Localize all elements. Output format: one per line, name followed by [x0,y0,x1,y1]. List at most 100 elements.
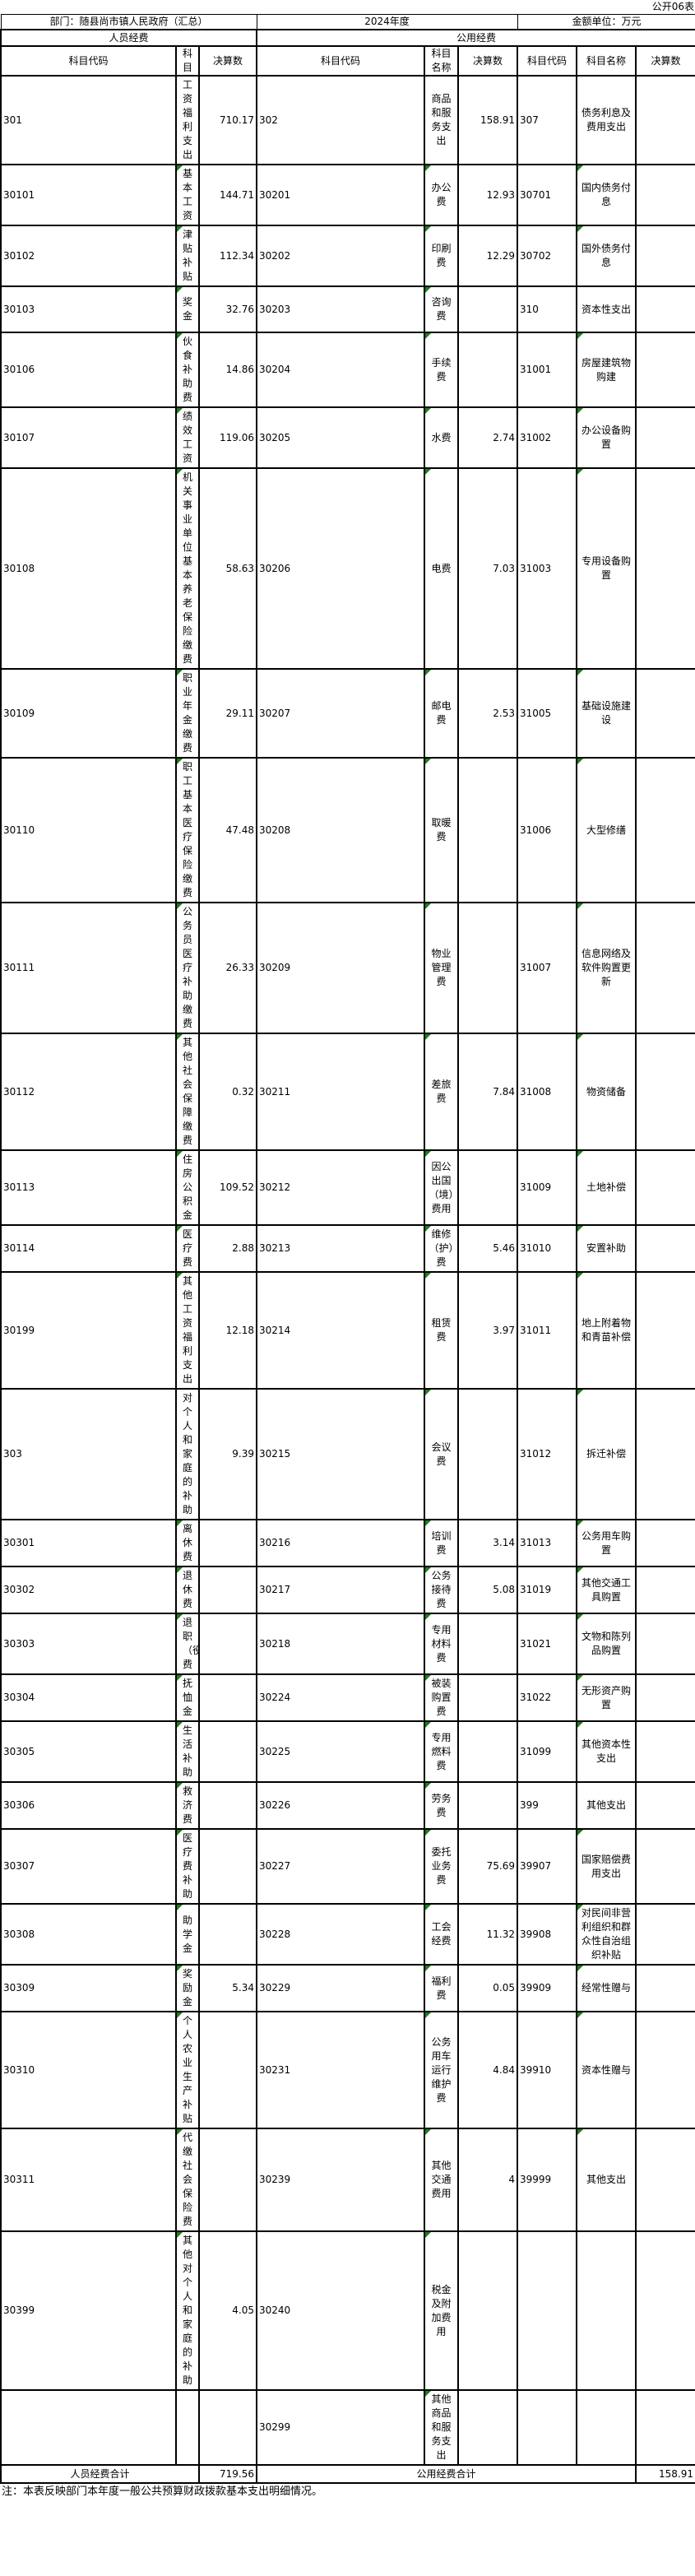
error-flag-icon [426,2392,431,2397]
subject-code-other: 31010 [517,1224,577,1273]
amount-personnel: 0.32 [198,1033,257,1151]
error-flag-icon [578,1831,583,1836]
amount-other [634,1720,695,1783]
subject-name-public: 维修（护）费 [424,1224,459,1273]
subject-code-personnel: 30111 [0,902,177,1034]
subject-code-public: 30240 [256,2230,425,2391]
error-flag-icon [578,470,583,475]
subject-name-personnel: 住房公积金 [175,1149,200,1226]
amount-other [634,332,695,408]
subject-code-personnel: 30108 [0,467,177,670]
personnel-total-label: 人员经费合计 [0,2464,200,2484]
amount-other [634,668,695,759]
error-flag-icon [426,1568,431,1573]
subject-name-public: 商品和服务支出 [424,75,459,165]
subject-name-public: 取暖费 [424,757,459,903]
amount-personnel [198,1519,257,1567]
table-row: 30106 伙食补助费 14.86 30204 手续费 31001 房屋建筑物购建 [0,332,695,408]
subject-code-other: 39908 [517,1903,577,1966]
subject-name-other: 文物和陈列品购置 [576,1613,637,1675]
footnote: 注：本表反映部门本年度一般公共预算财政拨款基本支出明细情况。 [2,2485,323,2498]
error-flag-icon [178,1227,183,1232]
error-flag-icon [426,1521,431,1526]
table-row: 30302 退休费 30217 公务接待费 5.08 31019 其他交通工具购置 [0,1566,695,1614]
subject-code-other: 307 [517,75,577,165]
error-flag-icon [578,227,583,232]
error-flag-icon [578,1568,583,1573]
amount-other [634,1828,695,1905]
amount-public: 11.32 [457,1903,518,1966]
amount-personnel: 5.34 [198,1964,257,2012]
amount-other [634,2128,695,2232]
subject-code-public: 30226 [256,1781,425,1830]
error-flag-icon [426,2233,431,2238]
amount-personnel [198,1903,257,1966]
subject-code-public: 30299 [256,2389,425,2466]
amount-public [457,1781,518,1830]
error-flag-icon [178,1831,183,1836]
error-flag-icon [426,409,431,414]
error-flag-icon [426,904,431,909]
budget-table: 公开06表 部门：随县尚市镇人民政府（汇总） 2024年度 金额单位：万元 人员… [0,0,695,2484]
subject-code-public: 30239 [256,2128,425,2232]
meta-row: 部门：随县尚市镇人民政府（汇总） 2024年度 金额单位：万元 [0,14,695,30]
subject-code-other: 31099 [517,1720,577,1783]
subject-code-other: 31007 [517,902,577,1034]
amount-public: 12.29 [457,225,518,287]
subject-name-public: 劳务费 [424,1781,459,1830]
subject-name-public: 其他商品和服务支出 [424,2389,459,2466]
subject-code-public: 30213 [256,1224,425,1273]
error-flag-icon [578,1390,583,1395]
subject-code-personnel: 30103 [0,285,177,333]
table-row: 30103 奖金 32.76 30203 咨询费 310 资本性支出 [0,285,695,333]
subject-name-public: 因公出国（境）费用 [424,1149,459,1226]
subject-code-public: 30228 [256,1903,425,1966]
amount-public [457,1673,518,1722]
amount-public [457,285,518,333]
subject-name-personnel: 退职（役）费 [175,1613,200,1675]
amount-other [634,1781,695,1830]
subject-name-other: 其他支出 [576,1781,637,1830]
subject-name-public: 福利费 [424,1964,459,2012]
amount-public [457,757,518,903]
error-flag-icon [178,1905,183,1910]
subject-code-other: 31009 [517,1149,577,1226]
error-flag-icon [178,1521,183,1526]
subject-name-other: 国外债务付息 [576,225,637,287]
amount-personnel [198,2389,257,2466]
subject-code-personnel: 30114 [0,1224,177,1273]
subject-code-public: 30218 [256,1613,425,1675]
subject-code-personnel: 30302 [0,1566,177,1614]
amount-personnel: 112.34 [198,225,257,287]
subject-code-personnel: 301 [0,75,177,165]
subject-name-personnel: 代缴社会保险费 [175,2128,200,2232]
subject-code-personnel: 30113 [0,1149,177,1226]
subject-name-other: 资本性赠与 [576,2011,637,2129]
amount-personnel: 144.71 [198,164,257,226]
amount-personnel [198,1566,257,1614]
table-row: 30101 基本工资 144.71 30201 办公费 12.93 30701 国内债务付息 [0,164,695,226]
error-flag-icon [426,227,431,232]
subject-name-personnel: 退休费 [175,1566,200,1614]
subject-code-other: 39999 [517,2128,577,2232]
amount-other [634,757,695,903]
subject-code-public: 30203 [256,285,425,333]
amount-other [634,1673,695,1722]
error-flag-icon [578,904,583,909]
table-row: 30113 住房公积金 109.52 30212 因公出国（境）费用 31009 土地补偿 [0,1149,695,1226]
subject-name-public: 税金及附加费用 [424,2230,459,2391]
amount-public: 158.91 [457,75,518,165]
amount-personnel [198,1781,257,1830]
amount-personnel [198,1828,257,1905]
amount-other [634,406,695,469]
subject-name-personnel: 医疗费补助 [175,1828,200,1905]
error-flag-icon [426,166,431,171]
error-flag-icon [178,2130,183,2135]
subject-name-public: 专用燃料费 [424,1720,459,1783]
subject-name-other [576,2230,637,2391]
subject-name-personnel: 伙食补助费 [175,332,200,408]
amount-personnel: 9.39 [198,1388,257,1520]
subject-name-other: 基础设施建设 [576,668,637,759]
amount-other [634,1271,695,1390]
error-flag-icon [178,409,183,414]
